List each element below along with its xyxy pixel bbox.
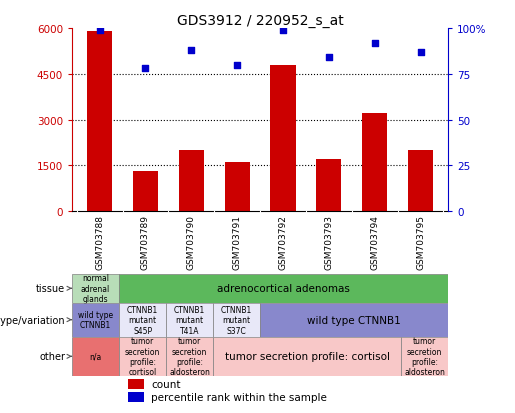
Text: tumor
secretion
profile:
aldosteron: tumor secretion profile: aldosteron (404, 337, 445, 377)
Bar (270, 65, 296, 211)
Point (417, 50, 425, 56)
Bar (260, 303, 448, 337)
Text: GSM703790: GSM703790 (187, 215, 196, 270)
Point (371, 40, 379, 47)
Text: GSM703791: GSM703791 (233, 215, 242, 270)
Bar (129, 379, 144, 389)
Bar (401, 337, 448, 376)
Bar (213, 303, 260, 337)
Bar (72, 337, 119, 376)
Bar (213, 337, 401, 376)
Text: GSM703788: GSM703788 (95, 215, 104, 270)
Point (141, 66, 149, 72)
Point (279, 27, 287, 34)
Point (325, 55, 333, 62)
Bar (119, 303, 166, 337)
Text: n/a: n/a (90, 352, 102, 361)
Text: CTNNB1
mutant
S37C: CTNNB1 mutant S37C (221, 305, 252, 335)
Text: other: other (39, 351, 65, 361)
Text: genotype/variation: genotype/variation (0, 315, 65, 325)
Bar (119, 274, 448, 303)
Bar (166, 337, 213, 376)
Text: CTNNB1
mutant
T41A: CTNNB1 mutant T41A (174, 305, 205, 335)
Text: GSM703794: GSM703794 (370, 215, 379, 269)
Text: GSM703793: GSM703793 (324, 215, 333, 270)
Text: tumor secretion profile: cortisol: tumor secretion profile: cortisol (225, 351, 389, 361)
Bar (179, 151, 204, 211)
Bar (72, 303, 119, 337)
Bar (133, 172, 158, 211)
Bar (316, 160, 341, 211)
Point (187, 47, 195, 54)
Bar (72, 274, 119, 303)
Bar (408, 151, 433, 211)
Text: count: count (151, 379, 181, 389)
Bar (119, 337, 166, 376)
Bar (166, 303, 213, 337)
Bar (87, 32, 112, 211)
Text: tumor
secretion
profile:
cortisol: tumor secretion profile: cortisol (125, 337, 160, 377)
Text: percentile rank within the sample: percentile rank within the sample (151, 392, 327, 402)
Text: normal
adrenal
glands: normal adrenal glands (81, 274, 110, 304)
Point (233, 62, 241, 69)
Bar (225, 163, 250, 211)
Text: GSM703795: GSM703795 (416, 215, 425, 270)
Text: tumor
secretion
profile:
aldosteron: tumor secretion profile: aldosteron (169, 337, 210, 377)
Text: tissue: tissue (36, 284, 65, 294)
Title: GDS3912 / 220952_s_at: GDS3912 / 220952_s_at (177, 14, 344, 28)
Text: GSM703789: GSM703789 (141, 215, 150, 270)
Bar (362, 114, 387, 211)
Text: wild type CTNNB1: wild type CTNNB1 (307, 315, 401, 325)
Text: adrenocortical adenomas: adrenocortical adenomas (217, 284, 350, 294)
Text: wild type
CTNNB1: wild type CTNNB1 (78, 310, 113, 330)
Bar (129, 392, 144, 402)
Text: GSM703792: GSM703792 (279, 215, 287, 269)
Point (95, 27, 104, 34)
Text: CTNNB1
mutant
S45P: CTNNB1 mutant S45P (127, 305, 158, 335)
